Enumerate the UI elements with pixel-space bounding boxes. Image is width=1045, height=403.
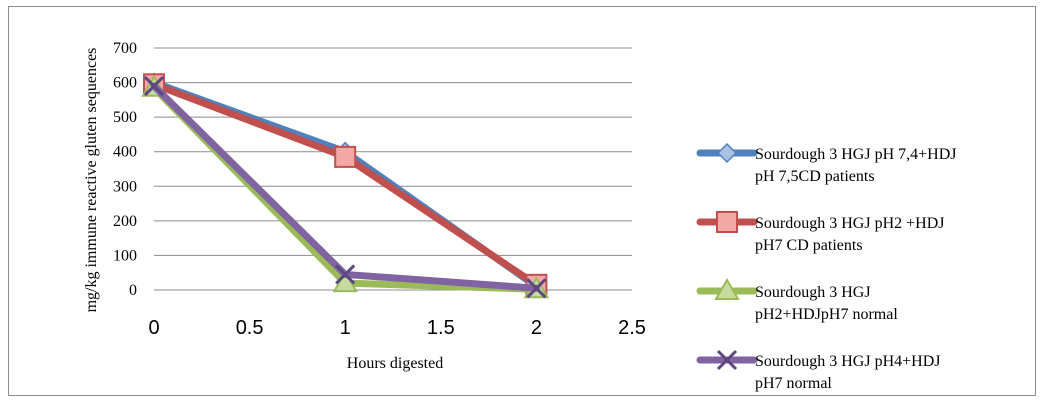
y-tick-label: 0 [129, 282, 137, 299]
y-tick-label: 500 [113, 109, 137, 126]
x-tick-label: 0.5 [236, 317, 264, 339]
x-tick-label: 1 [340, 317, 351, 339]
data-point-square [716, 211, 738, 233]
y-tick-label: 400 [113, 144, 137, 161]
data-point-x [143, 75, 165, 97]
series-line [150, 79, 540, 291]
series-x [143, 75, 547, 299]
legend-label: Sourdough 3 HGJ [755, 284, 871, 301]
y-tick-label: 700 [113, 40, 137, 57]
series-lines [141, 72, 550, 299]
series-line [150, 84, 540, 293]
series-line [150, 82, 540, 292]
y-tick-labels: 0 100 200 300 400 500 600 700 [113, 40, 137, 299]
legend-label: Sourdough 3 HGJ pH4+HDJ [755, 353, 940, 370]
data-point-x [335, 264, 356, 285]
legend-label: pH7 normal [755, 375, 832, 392]
y-axis-label: mg/kg immune reactive gluten sequences [83, 48, 100, 313]
x-axis-label: Hours digested [347, 355, 443, 372]
legend-entry: Sourdough 3 HGJ pH2 +HDJ pH7 CD patients [696, 211, 944, 254]
x-tick-label: 2 [531, 317, 542, 339]
data-point-triangle [714, 278, 740, 300]
y-tick-label: 600 [113, 75, 137, 92]
legend-label: Sourdough 3 HGJ pH2 +HDJ [755, 215, 944, 232]
legend-label: pH2+HDJpH7 normal [755, 306, 898, 323]
legend-label: pH 7,5CD patients [755, 168, 875, 185]
legend-label: pH7 CD patients [755, 237, 863, 254]
data-point-square [334, 145, 357, 168]
y-tick-label: 300 [113, 178, 137, 195]
y-tick-label: 100 [113, 247, 137, 264]
series-triangle [141, 74, 550, 299]
x-tick-label: 2.5 [618, 317, 646, 339]
x-tick-label: 1.5 [427, 317, 455, 339]
series-line [150, 80, 540, 289]
data-point-x [716, 349, 738, 371]
data-point-x [526, 278, 547, 299]
data-point-diamond [716, 142, 738, 164]
gridlines [154, 47, 632, 256]
y-tick-label: 200 [113, 213, 137, 230]
legend: Sourdough 3 HGJ pH 7,4+HDJ pH 7,5CD patie… [696, 142, 956, 392]
x-tick-label: 0 [148, 317, 159, 339]
legend-entry: Sourdough 3 HGJ pH 7,4+HDJ pH 7,5CD patie… [696, 142, 956, 185]
series-square [143, 73, 548, 296]
chart-frame [8, 6, 1036, 396]
x-tick-labels: 0 0.5 1 1.5 2 2.5 [148, 317, 645, 339]
legend-entry: Sourdough 3 HGJ pH4+HDJ pH7 normal [696, 349, 940, 392]
legend-entry: Sourdough 3 HGJ pH2+HDJpH7 normal [696, 278, 898, 323]
legend-label: Sourdough 3 HGJ pH 7,4+HDJ [755, 146, 956, 163]
